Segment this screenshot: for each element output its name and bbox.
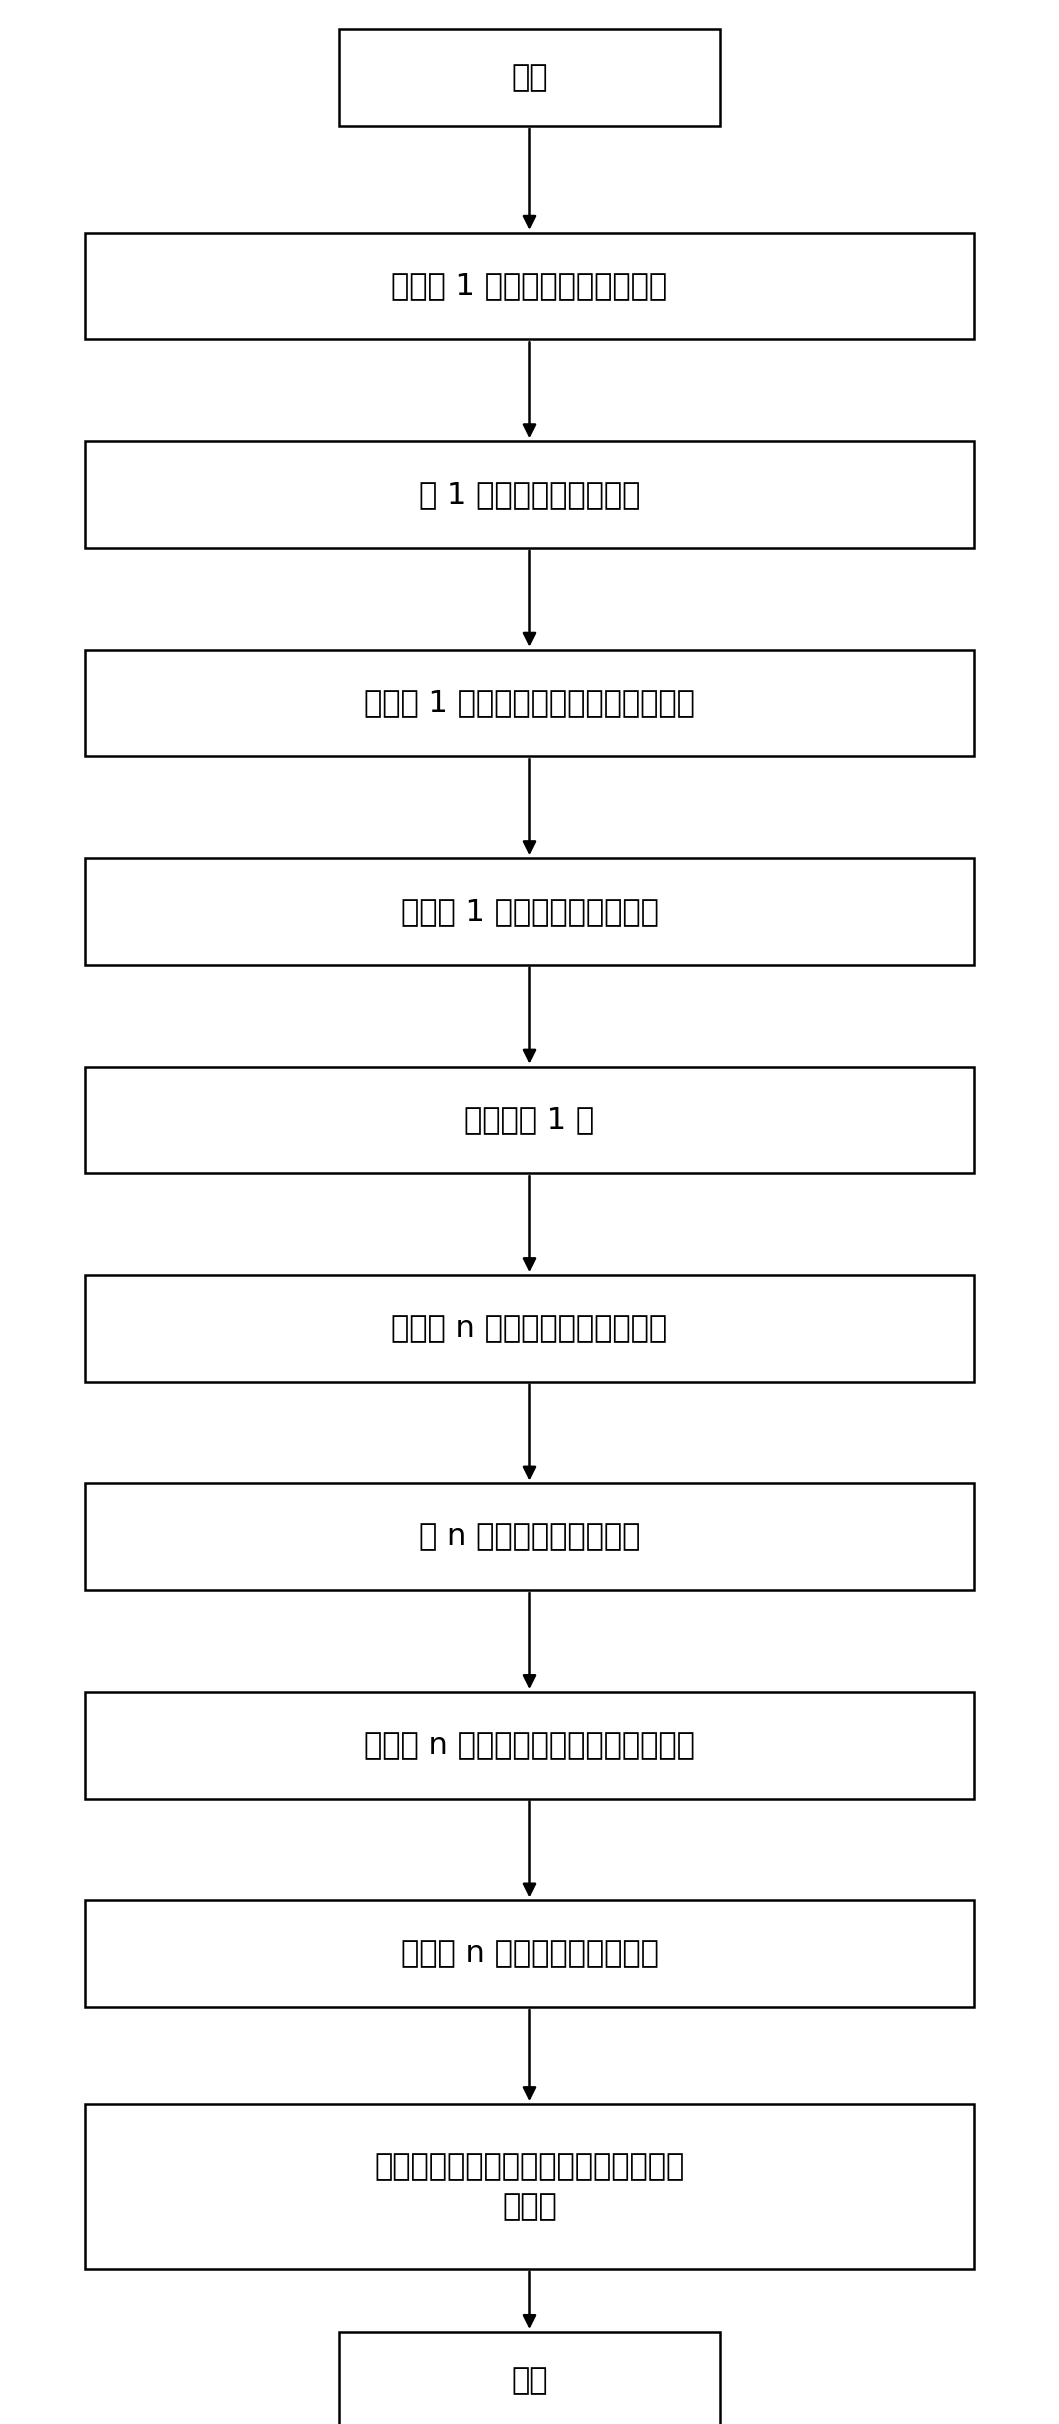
Bar — [85, 1483, 974, 1590]
Bar — [85, 650, 974, 756]
Bar — [339, 29, 720, 126]
Text: 获取第 1 张检测图像上信号点的信号值: 获取第 1 张检测图像上信号点的信号值 — [364, 688, 695, 718]
Bar — [85, 233, 974, 339]
Text: 获取第 n 张检测图像上信号点的信号值: 获取第 n 张检测图像上信号点的信号值 — [364, 1731, 695, 1760]
Text: 开始: 开始 — [511, 63, 548, 92]
Bar — [85, 2104, 974, 2269]
Text: 结束: 结束 — [511, 2366, 548, 2395]
Text: 第 1 张芯片检测图像处理: 第 1 张芯片检测图像处理 — [418, 480, 641, 509]
Text: 芯片移动 1 格: 芯片移动 1 格 — [465, 1105, 594, 1134]
Text: 关联第 n 张芯片条码及信号值: 关联第 n 张芯片条码及信号值 — [400, 1939, 659, 1968]
Text: 获取第 1 张芯片条码及检测图像: 获取第 1 张芯片条码及检测图像 — [392, 271, 667, 301]
Bar — [85, 1275, 974, 1382]
Bar — [85, 1900, 974, 2007]
Bar — [85, 1067, 974, 1173]
Bar — [339, 2332, 720, 2424]
Bar — [85, 858, 974, 965]
Text: 第 n 张芯片检测图像处理: 第 n 张芯片检测图像处理 — [418, 1522, 641, 1551]
Text: 获取第 n 张芯片条码及检测图像: 获取第 n 张芯片条码及检测图像 — [392, 1314, 667, 1343]
Text: 关联第 1 张芯片条码及信号值: 关联第 1 张芯片条码及信号值 — [400, 897, 659, 926]
Bar — [85, 441, 974, 548]
Text: 将各芯片条码及对应信号值传输至计算
机分析: 将各芯片条码及对应信号值传输至计算 机分析 — [375, 2153, 684, 2220]
Bar — [85, 1692, 974, 1799]
